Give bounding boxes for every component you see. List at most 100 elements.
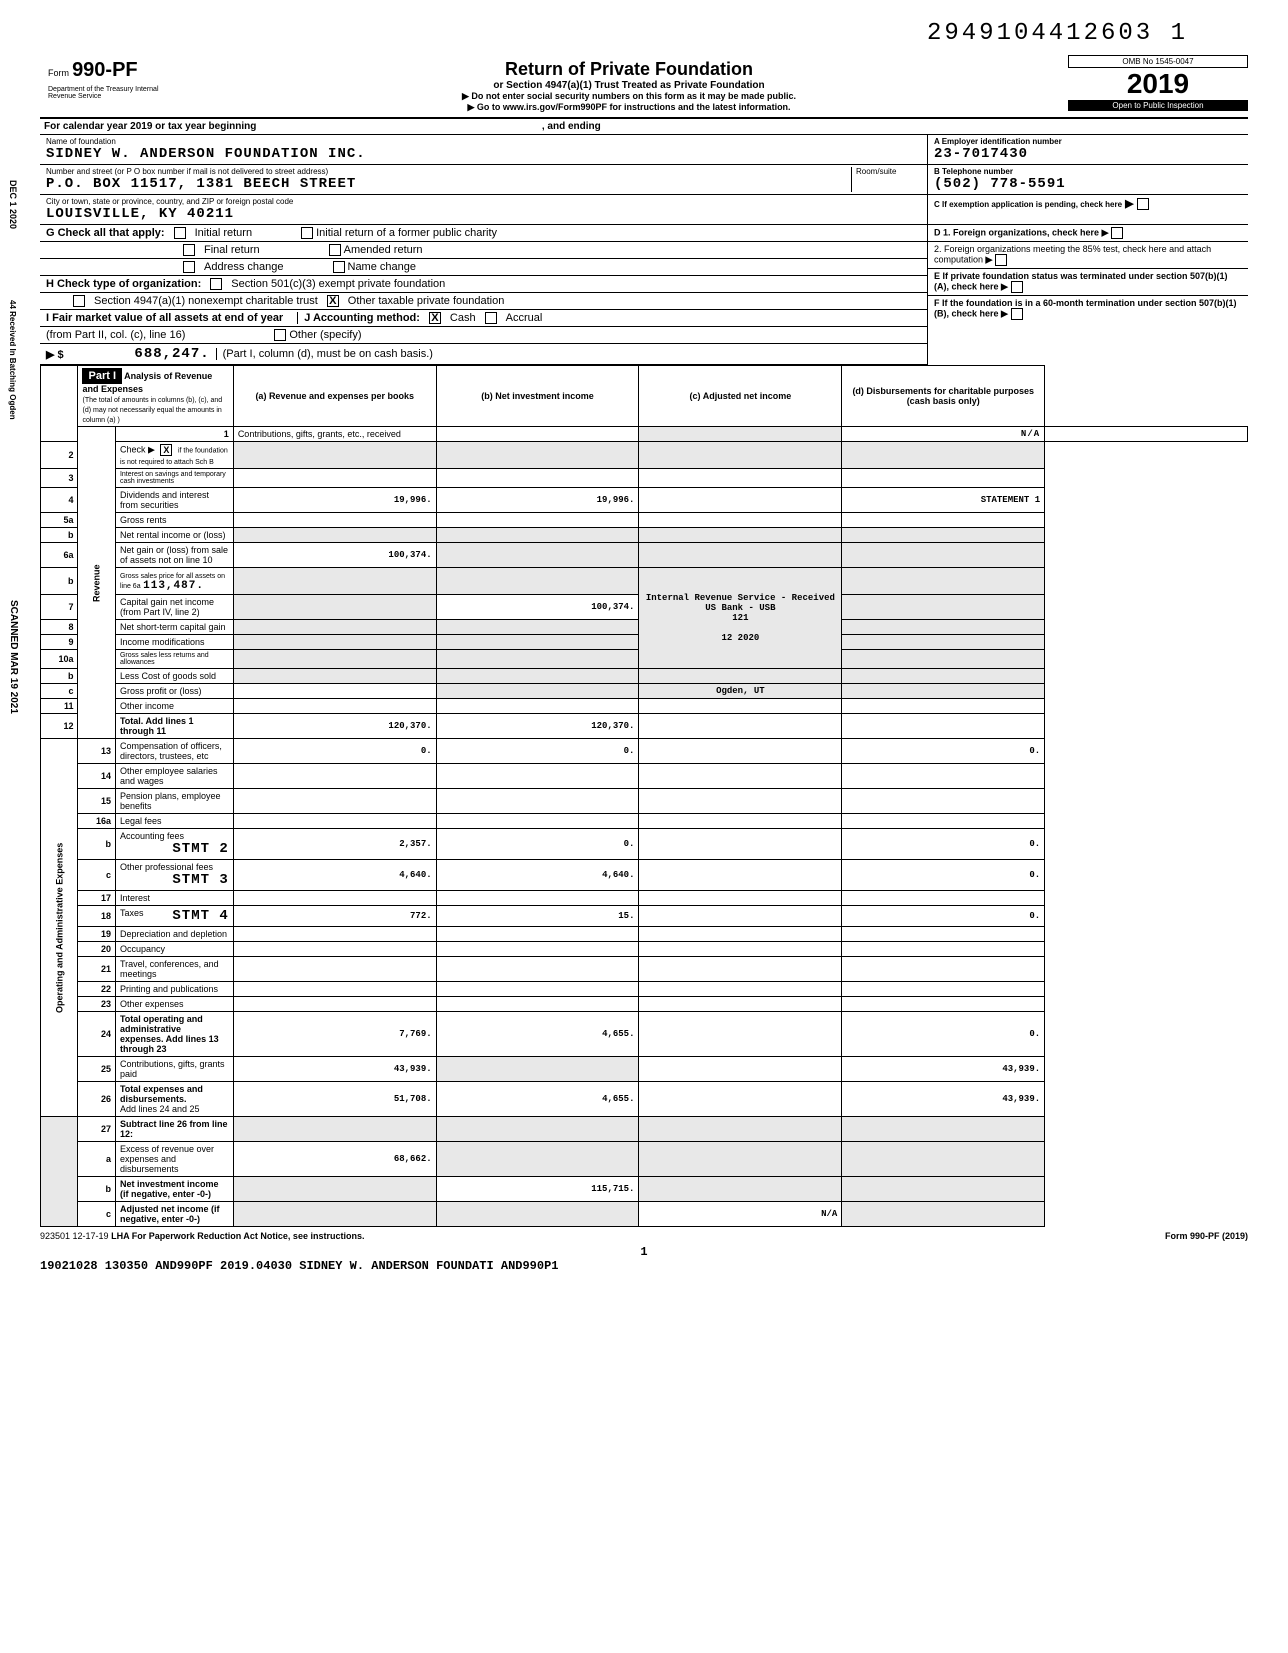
line-4: Dividends and interest from securities [115,488,233,513]
scanned-stamp: SCANNED MAR 19 2021 [8,600,19,714]
l12-a: 120,370. [233,714,436,739]
line-10b: Less Cost of goods sold [115,669,233,684]
form-number: 990-PF [72,59,138,81]
form-prefix: Form [48,68,69,78]
l6b-val: 113,487. [143,580,204,592]
line-7: Capital gain net income (from Part IV, l… [115,595,233,620]
l4-stmt: STATEMENT 1 [842,488,1045,513]
scan-number: 2949104412603 1 [40,20,1248,47]
stmt-4: STMT 4 [172,908,228,924]
l26-a: 51,708. [233,1082,436,1117]
g-initial: Initial return [195,227,252,239]
j-other: Other (specify) [289,329,361,341]
form-subtitle3: ▶ Go to www.irs.gov/Form990PF for instru… [202,102,1056,113]
j-other-checkbox[interactable] [274,329,286,341]
g-former: Initial return of a former public charit… [316,227,497,239]
g-address-checkbox[interactable] [183,261,195,273]
tax-year: 2019 [1068,68,1248,100]
g-initial-checkbox[interactable] [174,227,186,239]
received-stamp: Internal Revenue Service - Received US B… [646,593,835,613]
g-final-checkbox[interactable] [183,244,195,256]
d-checkbox[interactable] [1111,227,1123,239]
i-arrow: ▶ $ [46,348,64,361]
line-5b: Net rental income or (loss) [115,528,233,543]
room-label: Room/suite [856,167,921,176]
c-checkbox[interactable] [1137,198,1149,210]
g-former-checkbox[interactable] [301,227,313,239]
part1-note: (The total of amounts in columns (b), (c… [82,397,222,424]
l25-d: 43,939. [842,1057,1045,1082]
j-label: J Accounting method: [297,312,420,324]
f-checkbox[interactable] [1011,308,1023,320]
line-12: Total. Add lines 1 through 11 [115,714,233,739]
h-other-checkbox[interactable]: X [327,295,339,307]
l16b-b: 0. [436,829,639,860]
f-label: F If the foundation is in a 60-month ter… [934,298,1237,318]
foundation-city: LOUISVILLE, KY 40211 [46,206,921,222]
l27a-a: 68,662. [233,1142,436,1177]
l2-checkbox[interactable]: X [160,444,172,456]
foundation-address: P.O. BOX 11517, 1381 BEECH STREET [46,176,851,192]
line-16c: Other professional fees [120,862,213,872]
g-name-checkbox[interactable] [333,261,345,273]
l16b-a: 2,357. [233,829,436,860]
form-header: Form 990-PF Department of the Treasury I… [40,55,1248,119]
dec-stamp: DEC 1 2020 [8,180,18,229]
l18-b: 15. [436,906,639,927]
h-501-checkbox[interactable] [210,278,222,290]
form-subtitle1: or Section 4947(a)(1) Trust Treated as P… [202,80,1056,91]
g-amended-checkbox[interactable] [329,244,341,256]
form-subtitle2: ▶ Do not enter social security numbers o… [202,91,1056,102]
footer-bottom: 19021028 130350 AND990PF 2019.04030 SIDN… [40,1259,1248,1273]
e-checkbox[interactable] [1011,281,1023,293]
l7-b: 100,374. [436,595,639,620]
g-name: Name change [348,261,417,273]
received-batching-stamp: 44 Received In Batching Ogden [8,300,17,420]
l24-d: 0. [842,1012,1045,1057]
l12-b: 120,370. [436,714,639,739]
l26-d: 43,939. [842,1082,1045,1117]
g-address: Address change [204,261,284,273]
page-number: 1 [40,1245,1248,1259]
ogden-stamp: Ogden, UT [716,686,765,696]
line-23: Other expenses [115,997,233,1012]
part1-label: Part I [82,368,122,384]
foundation-name: SIDNEY W. ANDERSON FOUNDATION INC. [46,146,921,162]
line-8: Net short-term capital gain [115,620,233,635]
stamp-date1: 121 [732,613,748,623]
name-label: Name of foundation [46,137,921,146]
line-10a: Gross sales less returns and allowances [115,650,233,669]
l6a-a: 100,374. [233,543,436,568]
j-cash-checkbox[interactable]: X [429,312,441,324]
l27b-b: 115,715. [436,1177,639,1202]
d2-checkbox[interactable] [995,254,1007,266]
line-24b: expenses. Add lines 13 through 23 [120,1034,219,1054]
footer-lha: LHA For Paperwork Reduction Act Notice, … [111,1231,364,1241]
expenses-side-label: Operating and Administrative Expenses [41,739,78,1117]
line-18: Taxes [120,908,144,918]
j-accrual-checkbox[interactable] [485,312,497,324]
line-15: Pension plans, employee benefits [115,789,233,814]
line-27a: Excess of revenue over expenses and disb… [115,1142,233,1177]
l16c-d: 0. [842,860,1045,891]
line-22: Printing and publications [115,982,233,997]
line-2a: Check ▶ [120,445,155,455]
l18-d: 0. [842,906,1045,927]
l13-d: 0. [842,739,1045,764]
line-1: Contributions, gifts, grants, etc., rece… [233,427,436,442]
l13-a: 0. [233,739,436,764]
line-14: Other employee salaries and wages [115,764,233,789]
j-note: (Part I, column (d), must be on cash bas… [216,348,433,360]
h-label: H Check type of organization: [46,278,201,290]
calendar-end: , and ending [542,121,601,132]
j-cash: Cash [450,312,476,324]
i-sub: (from Part II, col. (c), line 16) [46,329,185,341]
h-4947-checkbox[interactable] [73,295,85,307]
line-9: Income modifications [115,635,233,650]
h-501: Section 501(c)(3) exempt private foundat… [231,278,445,290]
stamp-date2: 12 2020 [721,633,759,643]
line-3: Interest on savings and temporary cash i… [115,469,233,488]
dept-text: Department of the Treasury Internal Reve… [48,86,182,100]
col-d-header: (d) Disbursements for charitable purpose… [842,366,1045,427]
line-6a: Net gain or (loss) from sale of assets n… [115,543,233,568]
